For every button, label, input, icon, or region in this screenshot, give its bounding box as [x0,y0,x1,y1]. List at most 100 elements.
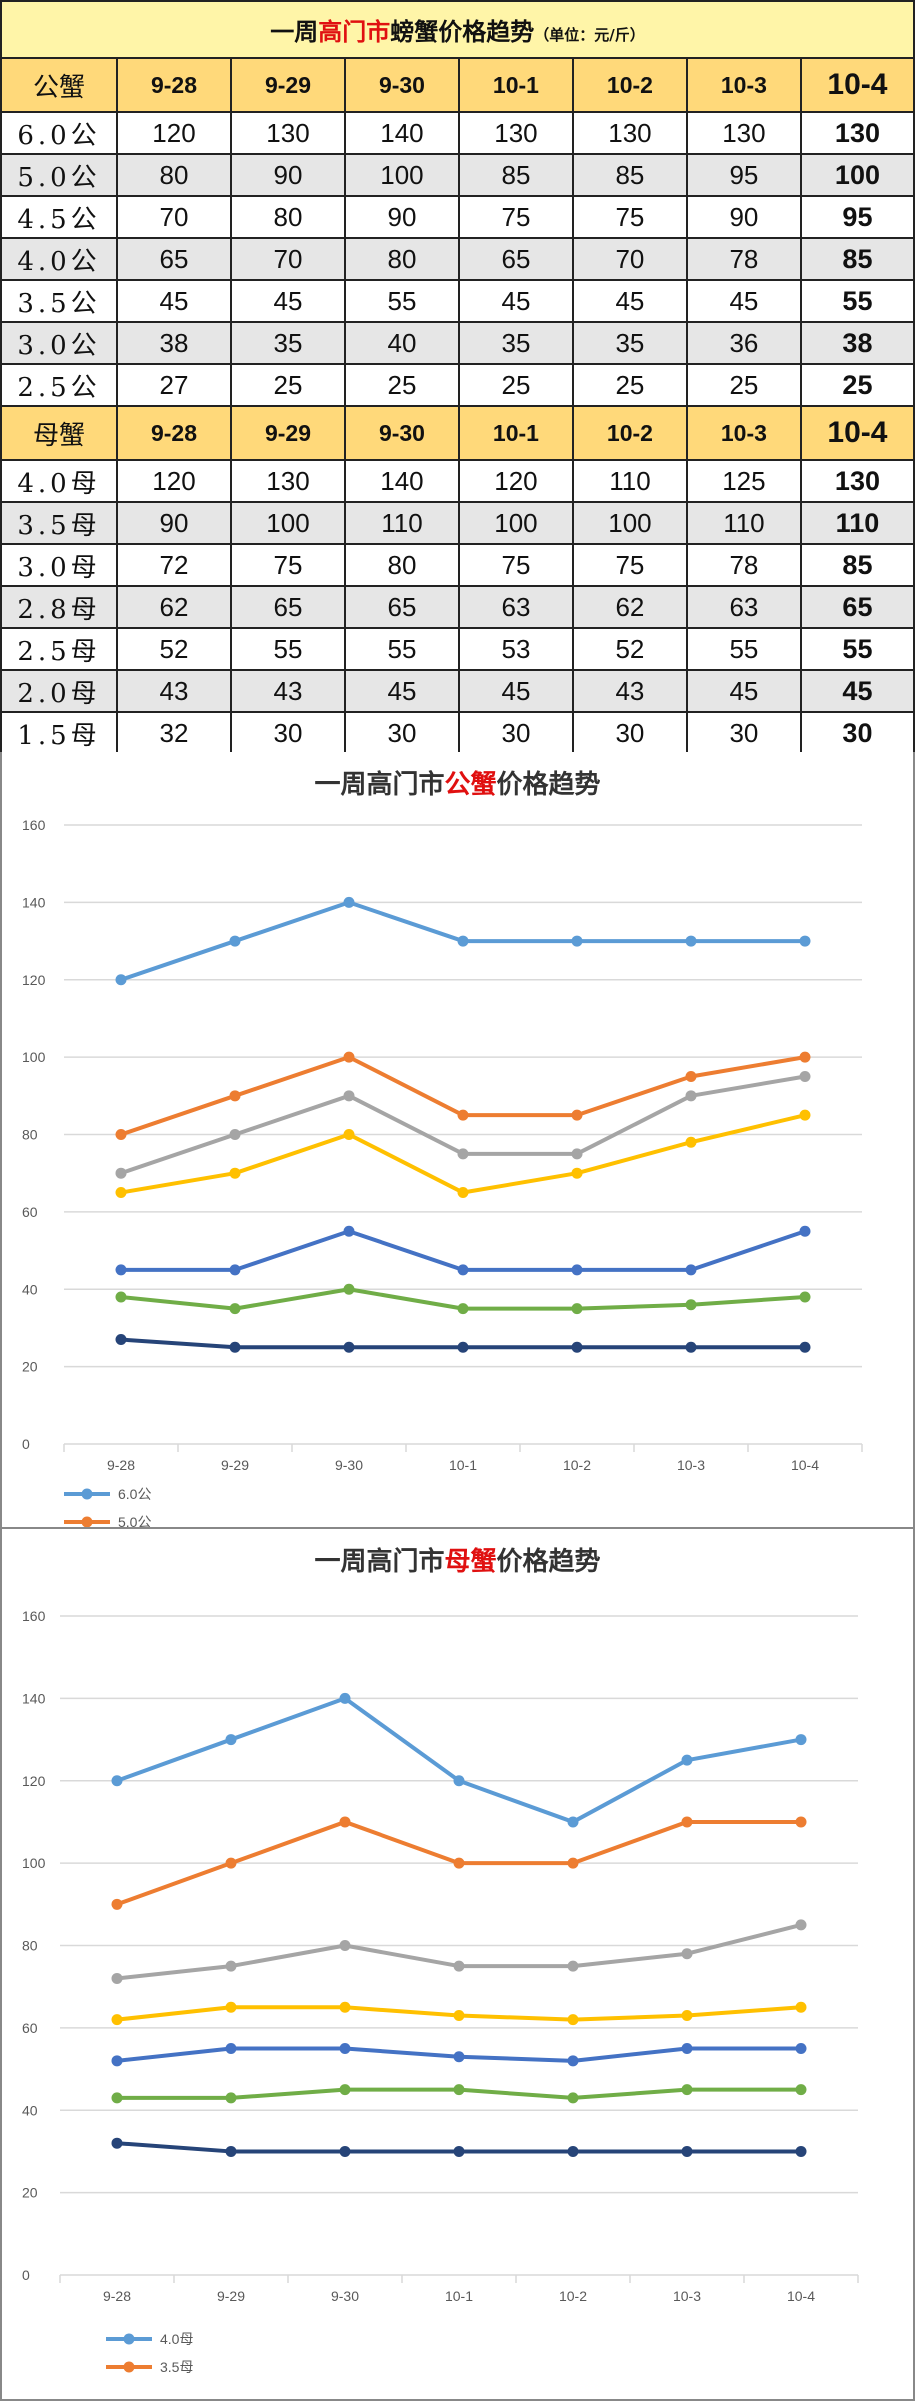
x-tick-label: 10-1 [449,1457,477,1473]
data-point [457,1341,469,1353]
price-cell: 32 [116,711,232,755]
price-cell: 75 [457,543,574,587]
table-row: 4.0母 120 130 140 120 110 125 130 [0,459,915,503]
female-header-row: 母蟹 9-28 9-29 9-30 10-1 10-2 10-3 10-4 [0,405,915,461]
price-cell: 140 [343,459,460,503]
data-point [453,2010,465,2022]
x-tick-label: 9-28 [103,2288,131,2304]
price-cell: 100 [457,501,574,545]
price-cell: 45 [457,669,574,713]
data-point [111,2014,123,2026]
price-cell: 55 [229,627,346,671]
data-point [685,1070,697,1082]
data-point [343,1225,355,1237]
price-cell: 90 [343,195,460,239]
price-cell: 35 [229,321,346,365]
table-row: 5.0公 80 90 100 85 85 95 100 [0,153,915,197]
data-point [571,935,583,947]
price-cell: 90 [116,501,232,545]
data-point [681,1948,693,1960]
male-chart-title: 一周高门市公蟹价格趋势 [2,764,913,801]
data-point [225,2145,237,2157]
data-point [453,1960,465,1972]
table-title-suffix: 螃蟹价格趋势 [390,17,535,46]
price-cell: 40 [343,321,460,365]
data-point [115,1264,127,1276]
data-point [457,1303,469,1315]
price-cell: 75 [229,543,346,587]
x-tick-label: 10-1 [445,2288,473,2304]
data-point [567,1960,579,1972]
price-cell: 130 [685,111,802,155]
data-point [457,1187,469,1199]
data-point [567,2145,579,2157]
price-cell: 45 [457,279,574,323]
data-point [799,1225,811,1237]
data-point [229,1129,241,1140]
male-header-cell: 10-3 [685,57,802,113]
price-cell: 55 [685,627,802,671]
table-row: 2.5公 27 25 25 25 25 25 25 [0,363,915,407]
y-tick-label: 100 [22,1049,46,1065]
price-cell: 63 [685,585,802,629]
data-point [339,2084,351,2096]
data-point [795,2084,807,2096]
male-header-row: 公蟹 9-28 9-29 9-30 10-1 10-2 10-3 10-4 [0,57,915,113]
male-header-cell: 9-28 [116,57,232,113]
price-cell: 30 [571,711,688,755]
price-cell: 55 [343,627,460,671]
price-cell: 38 [799,321,915,365]
size-grade-cell: 3.0公 [0,321,118,365]
data-point [685,1136,697,1148]
data-point [115,1291,127,1303]
male-header-cell: 10-1 [457,57,574,113]
data-point [795,1734,807,1746]
data-point [343,1090,355,1102]
data-point [571,1264,583,1276]
male-header-cell: 9-29 [229,57,346,113]
price-cell: 65 [457,237,574,281]
data-point [343,1341,355,1353]
data-point [115,1334,127,1346]
data-point [795,2145,807,2157]
price-cell: 72 [116,543,232,587]
female-header-cell: 10-1 [457,405,574,461]
data-point [339,2145,351,2157]
x-tick-label: 10-2 [559,2288,587,2304]
data-point [339,2001,351,2013]
price-cell: 25 [799,363,915,407]
data-point [567,1857,579,1869]
price-cell: 110 [571,459,688,503]
price-cell: 80 [229,195,346,239]
male-header-cell: 10-2 [571,57,688,113]
data-point [571,1167,583,1179]
size-grade-cell: 4.0母 [0,459,118,503]
price-cell: 80 [343,543,460,587]
table-row: 4.0公 65 70 80 65 70 78 85 [0,237,915,281]
price-cell: 110 [343,501,460,545]
table-row: 4.5公 70 80 90 75 75 90 95 [0,195,915,239]
legend-marker [123,2361,135,2373]
y-tick-label: 160 [22,1608,46,1624]
table-title-row: 一周高门市螃蟹价格趋势（单位：元/斤） [0,0,915,59]
data-point [339,1816,351,1828]
data-point [799,935,811,947]
y-tick-label: 160 [22,817,46,833]
data-point [115,1187,127,1199]
y-tick-label: 20 [22,1359,38,1375]
price-cell: 25 [457,363,574,407]
size-grade-cell: 2.8母 [0,585,118,629]
data-point [343,1283,355,1295]
female-header-cell: 9-28 [116,405,232,461]
price-cell: 130 [799,111,915,155]
x-tick-label: 9-29 [221,1457,249,1473]
data-point [229,1264,241,1276]
price-cell: 120 [457,459,574,503]
price-cell: 45 [685,279,802,323]
data-point [571,1341,583,1353]
female-chart-title-suffix: 价格趋势 [496,1547,601,1577]
data-point [225,2092,237,2104]
data-point [685,1299,697,1311]
female-chart-title-prefix: 一周高门市 [314,1547,445,1577]
legend-marker [81,1488,93,1500]
